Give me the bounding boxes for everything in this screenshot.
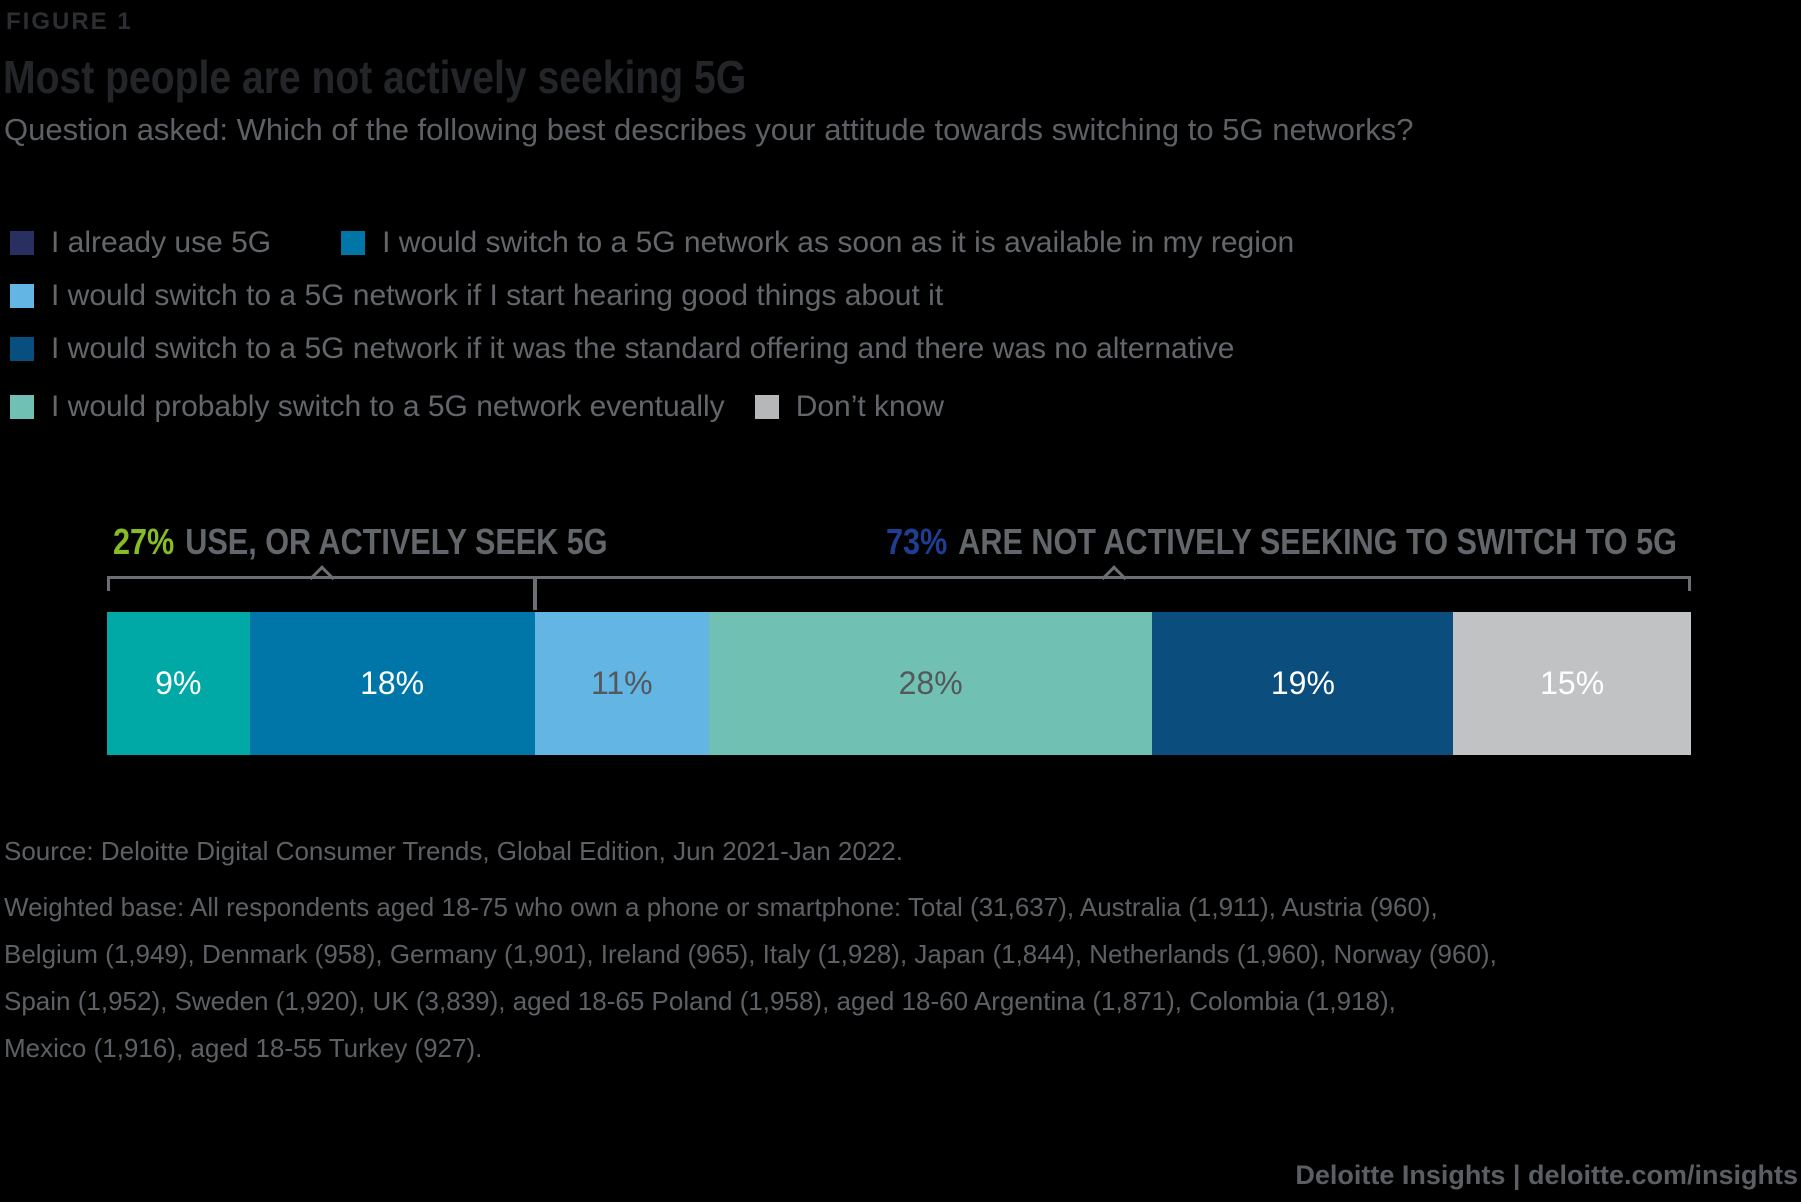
annotation-not-seeking-5g: 73% ARE NOT ACTIVELY SEEKING TO SWITCH TO… [886, 521, 1801, 563]
legend-item: Don’t know [754, 390, 945, 424]
figure-title-text: Most people are not actively seeking 5G [3, 51, 747, 103]
bracket-caret [1101, 565, 1127, 591]
bar-segment: 19% [1152, 612, 1454, 755]
bracket-line [107, 576, 1691, 579]
legend-label: I would switch to a 5G network as soon a… [382, 226, 1295, 259]
legend-swatch [341, 231, 366, 255]
source-note: Source: Deloitte Digital Consumer Trends… [4, 836, 903, 866]
legend-label: Don’t know [795, 390, 945, 423]
weighted-base-line: Spain (1,952), Sweden (1,920), UK (3,839… [4, 986, 1396, 1016]
annotation-27pct-label: USE, OR ACTIVELY SEEK 5G [185, 521, 608, 562]
annotation-73pct-value: 73% [886, 521, 948, 562]
bracket-end-tick [107, 576, 110, 591]
bracket-divider [532, 576, 537, 610]
legend-row: I would switch to a 5G network if I star… [10, 279, 1294, 313]
legend-item: I would switch to a 5G network if it was… [10, 332, 1234, 366]
legend-swatch [10, 284, 34, 308]
annotation-use-or-seek-5g: 27% USE, OR ACTIVELY SEEK 5G [113, 521, 695, 563]
legend-item: I would probably switch to a 5G network … [10, 390, 725, 424]
figure-title: Most people are not actively seeking 5G [3, 50, 877, 104]
legend-item: I would switch to a 5G network if I star… [10, 279, 943, 313]
bar-value-label: 15% [1540, 665, 1605, 701]
bar-value-label: 18% [360, 665, 425, 701]
bar-segment: 9% [107, 612, 250, 755]
bar-segment: 28% [708, 612, 1153, 755]
weighted-base-line: Weighted base: All respondents aged 18-7… [4, 892, 1438, 922]
bar-value-label: 9% [155, 665, 202, 701]
legend-swatch [754, 395, 779, 419]
legend-label: I already use 5G [51, 226, 272, 259]
annotation-27pct-value: 27% [113, 521, 175, 562]
weighted-base-note: Weighted base: All respondents aged 18-7… [4, 884, 1497, 1072]
question-text: Question asked: Which of the following b… [4, 112, 1414, 147]
legend-swatch [10, 337, 34, 361]
stacked-bar: 9% 18% 11% 28% 19% 15% [107, 612, 1691, 755]
bar-value-label: 28% [898, 665, 963, 701]
legend: I already use 5G I would switch to a 5G n… [10, 226, 1294, 424]
legend-row: I would switch to a 5G network if it was… [10, 332, 1294, 366]
weighted-base-line: Mexico (1,916), aged 18-55 Turkey (927). [4, 1033, 483, 1063]
bracket-end-tick [1688, 576, 1691, 591]
legend-label: I would switch to a 5G network if it was… [51, 332, 1235, 365]
bar-value-label: 19% [1270, 665, 1335, 701]
bar-segment: 18% [249, 612, 535, 755]
legend-row: I would probably switch to a 5G network … [10, 390, 1294, 424]
deloitte-insights-footer: Deloitte Insights | deloitte.com/insight… [1295, 1160, 1798, 1190]
legend-item: I already use 5G [10, 226, 271, 260]
legend-label: I would probably switch to a 5G network … [51, 390, 725, 423]
legend-item: I would switch to a 5G network as soon a… [341, 226, 1294, 260]
figure-label: FIGURE 1 [6, 8, 133, 35]
bracket-caret [309, 565, 335, 591]
legend-swatch [10, 231, 34, 255]
legend-row: I already use 5G I would switch to a 5G n… [10, 226, 1294, 260]
bar-segment: 11% [534, 612, 709, 755]
weighted-base-line: Belgium (1,949), Denmark (958), Germany … [4, 939, 1497, 969]
bar-segment: 15% [1453, 612, 1691, 755]
bar-value-label: 11% [590, 665, 653, 701]
annotation-73pct-label: ARE NOT ACTIVELY SEEKING TO SWITCH TO 5G [958, 521, 1677, 562]
legend-swatch [10, 395, 34, 419]
legend-label: I would switch to a 5G network if I star… [51, 279, 944, 312]
